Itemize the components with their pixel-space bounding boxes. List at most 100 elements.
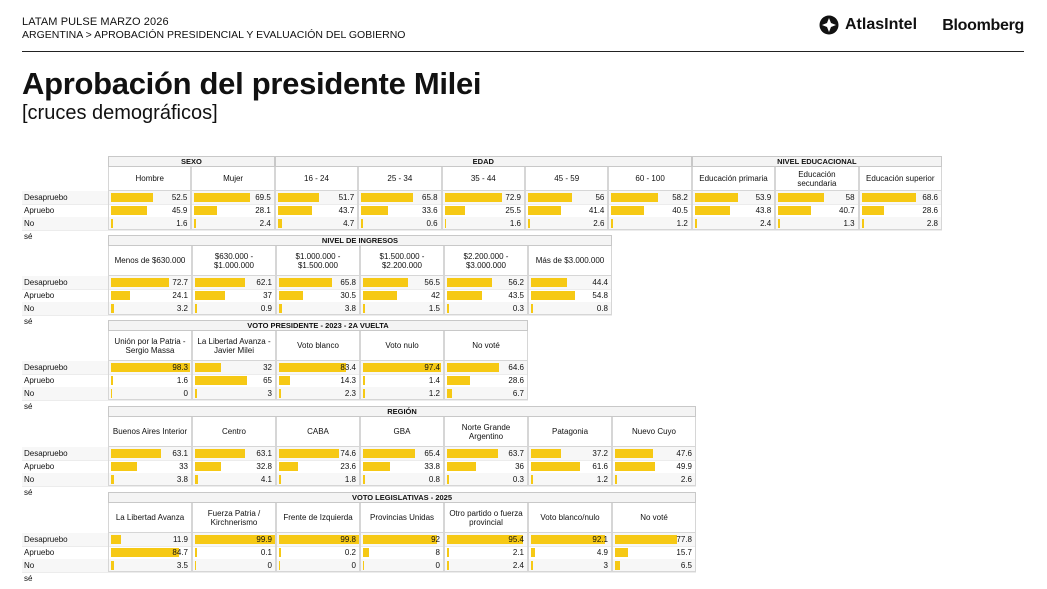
column-header: Voto nulo: [361, 331, 443, 361]
data-cell: 72.7: [109, 276, 191, 289]
value-bar: [611, 219, 613, 228]
value-label: 1.6: [176, 219, 188, 228]
row-divider: [22, 486, 696, 487]
value-label: 3: [267, 389, 272, 398]
value-bar: [531, 535, 605, 544]
value-label: 0.6: [426, 219, 438, 228]
value-bar: [195, 278, 245, 287]
data-cell: 43.5: [445, 289, 527, 302]
value-label: 32.8: [256, 462, 272, 471]
value-bar: [361, 193, 414, 202]
page-title: Aprobación del presidente Milei: [22, 66, 482, 101]
data-cell: 2.4: [445, 559, 527, 572]
data-cell: 33.6: [359, 204, 440, 217]
data-cell: 4.7: [276, 217, 357, 230]
value-label: 97.4: [424, 363, 440, 372]
value-label: 2.6: [680, 475, 692, 484]
value-bar: [447, 376, 470, 385]
column-mas-de-3-000-000: Más de $3.000.000 44.4 54.8 0.8: [528, 246, 612, 315]
value-label: 45.9: [171, 206, 188, 215]
value-bar: [111, 206, 148, 215]
value-bar: [447, 278, 492, 287]
column-header: Voto blanco/nulo: [529, 503, 611, 533]
data-cell: 0.6: [359, 217, 440, 230]
data-cell: 28.6: [445, 374, 527, 387]
value-bar: [615, 462, 655, 471]
value-label: 3.8: [344, 304, 356, 313]
value-bar: [111, 363, 190, 372]
column-no-vote: No voté 64.6 28.6 6.7: [444, 331, 528, 400]
row-label-desapruebo: Desapruebo: [24, 535, 68, 544]
value-bar: [447, 304, 449, 313]
column-educacion-primaria: Educación primaria 53.9 43.8 2.4: [691, 167, 776, 230]
row-divider: [22, 572, 696, 573]
data-cell: 63.1: [193, 447, 275, 460]
data-cell: 2.6: [526, 217, 607, 230]
data-cell: 51.7: [276, 191, 357, 204]
value-label: 65: [263, 376, 272, 385]
value-label: 4.9: [596, 548, 608, 557]
value-bar: [111, 475, 115, 484]
value-label: 83.4: [340, 363, 356, 372]
data-cell: 65.8: [277, 276, 359, 289]
column-header: Provincias Unidas: [361, 503, 443, 533]
column-header: $630.000 - $1.000.000: [193, 246, 275, 276]
data-cell: 97.4: [361, 361, 443, 374]
data-cell: 68.6: [860, 191, 941, 204]
data-cell: 15.7: [613, 546, 695, 559]
row-label-apruebo: Apruebo: [24, 548, 55, 557]
value-bar: [444, 206, 465, 215]
value-bar: [447, 449, 498, 458]
group-header-voto-presidente-2023-2a-vuelta: VOTO PRESIDENTE - 2023 - 2A VUELTA: [108, 320, 528, 331]
column-header: 60 - 100: [609, 167, 691, 191]
column-provincias-unidas: Provincias Unidas 92 8 0: [360, 503, 444, 572]
column-educacion-secundaria: Educación secundaria 58 40.7 1.3: [775, 167, 859, 230]
data-cell: 37: [193, 289, 275, 302]
value-bar: [531, 548, 535, 557]
value-bar: [111, 449, 162, 458]
row-divider: [22, 230, 942, 231]
data-cell: 3.2: [109, 302, 191, 315]
column-header: Frente de Izquierda: [277, 503, 359, 533]
data-cell: 3.8: [109, 473, 191, 486]
value-label: 43.7: [338, 206, 355, 215]
group-header-voto-legislativas-2025: VOTO LEGISLATIVAS - 2025: [108, 492, 696, 503]
value-label: 0: [435, 561, 440, 570]
value-label: 0.1: [260, 548, 272, 557]
value-bar: [694, 219, 697, 228]
atlasintel-logo-text: AtlasIntel: [845, 16, 918, 33]
data-cell: 0.3: [445, 473, 527, 486]
column-header: Más de $3.000.000: [529, 246, 611, 276]
value-bar: [778, 206, 811, 215]
value-label: 15.7: [676, 548, 692, 557]
column-60-100: 60 - 100 58.2 40.5 1.2: [608, 167, 692, 230]
value-label: 37.2: [592, 449, 608, 458]
value-label: 43.8: [755, 206, 772, 215]
column-header: Fuerza Patria / Kirchnerismo: [193, 503, 275, 533]
value-bar: [279, 291, 304, 300]
value-bar: [195, 449, 246, 458]
value-bar: [195, 389, 198, 398]
value-bar: [111, 193, 153, 202]
row-label-desapruebo: Desapruebo: [24, 363, 68, 372]
value-bar: [694, 206, 730, 215]
value-bar: [528, 193, 573, 202]
value-bar: [363, 475, 365, 484]
value-bar: [615, 535, 678, 544]
value-bar: [111, 376, 113, 385]
value-label: 65.8: [422, 193, 438, 202]
report-breadcrumb: ARGENTINA > APROBACIÓN PRESIDENCIAL Y EV…: [22, 29, 406, 41]
value-bar: [363, 462, 391, 471]
value-label: 1.2: [676, 219, 688, 228]
row-label-desapruebo: Desapruebo: [24, 193, 68, 202]
value-label: 2.4: [259, 219, 271, 228]
data-cell: 2.6: [613, 473, 695, 486]
value-bar: [277, 206, 313, 215]
value-label: 53.9: [755, 193, 772, 202]
value-label: 56: [595, 193, 605, 202]
value-label: 14.3: [340, 376, 356, 385]
value-bar: [531, 561, 534, 570]
row-label-no-se: No sé: [24, 561, 35, 583]
data-cell: 65: [193, 374, 275, 387]
row-label-desapruebo: Desapruebo: [24, 278, 68, 287]
